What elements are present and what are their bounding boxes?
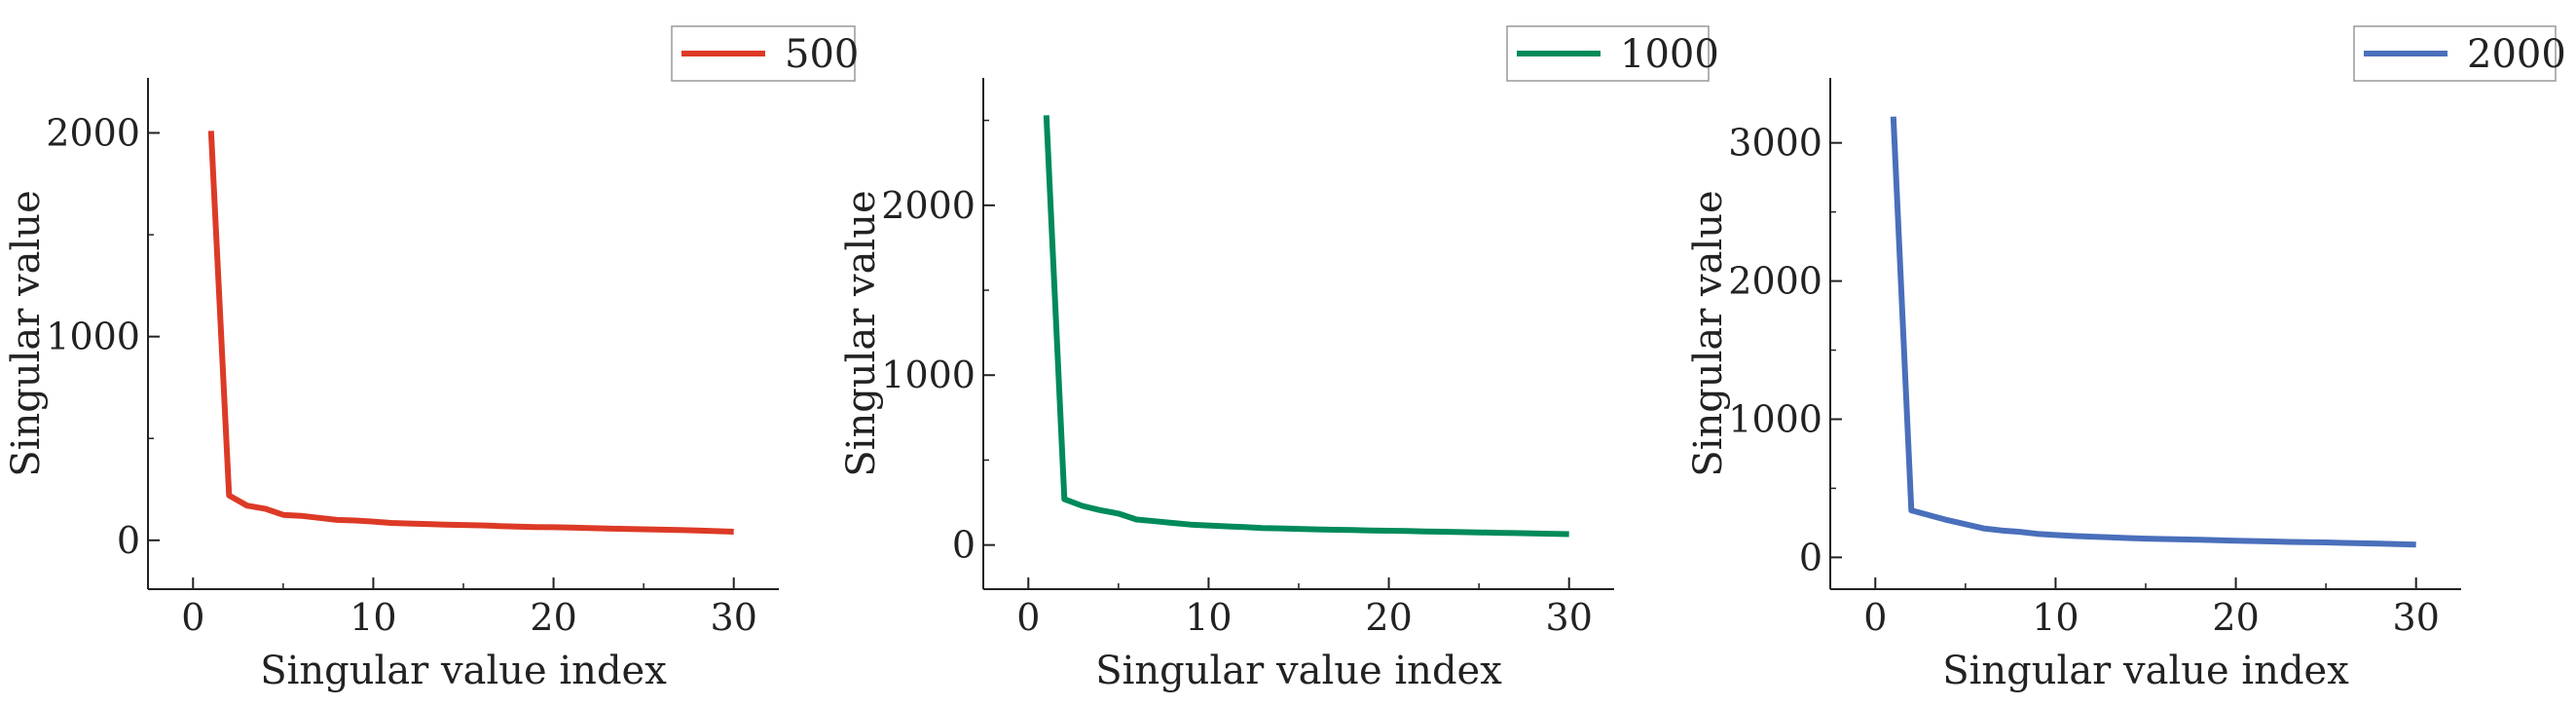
x-tick-label: 30: [711, 596, 757, 639]
legend-label: 500: [785, 32, 859, 77]
x-tick-label: 10: [2032, 596, 2079, 639]
x-tick-label: 20: [1365, 596, 1412, 639]
x-tick-label: 30: [1546, 596, 1593, 639]
series-line-500: [207, 130, 734, 535]
chart-panel-3: 0 10 20 30 0 1000 2000 3000 Singular value index…: [1686, 25, 2566, 693]
legend: 1000: [1506, 25, 1719, 82]
x-tick-label: 10: [1185, 596, 1232, 639]
legend-label: 2000: [2467, 32, 2566, 77]
y-tick-label: 2000: [1728, 260, 1822, 303]
series-line-1000: [1043, 115, 1569, 538]
y-tick-label: 0: [1799, 536, 1822, 578]
y-axis-label: Singular value: [839, 190, 884, 476]
x-axis-label: Singular value index: [260, 649, 667, 693]
chart-panel-2: 0 10 20 30 0 1000 2000 Singular value index Sing…: [839, 25, 1719, 693]
y-tick-label: 1000: [1728, 397, 1822, 440]
x-tick-label: 30: [2393, 596, 2440, 639]
y-tick-label: 1000: [881, 354, 975, 396]
chart-panel-1: 0 10 20 30 0 1000 2000 Singular value index Sing…: [4, 25, 859, 693]
legend: 500: [671, 25, 859, 82]
y-tick-label: 0: [117, 519, 140, 562]
y-tick-label: 2000: [46, 111, 140, 154]
y-axis-label: Singular value: [1686, 190, 1731, 476]
x-tick-label: 20: [2212, 596, 2259, 639]
x-axis-label: Singular value index: [1095, 649, 1502, 693]
y-tick-label: 3000: [1728, 122, 1822, 165]
y-axis-label: Singular value: [4, 190, 49, 476]
x-axis-label: Singular value index: [1942, 649, 2349, 693]
y-tick-label: 0: [952, 524, 975, 567]
series-line-2000: [1890, 116, 2416, 548]
legend-label: 1000: [1620, 32, 1719, 77]
y-tick-label: 1000: [46, 316, 140, 358]
y-tick-label: 2000: [881, 184, 975, 227]
x-tick-label: 10: [350, 596, 396, 639]
x-tick-label: 20: [530, 596, 576, 639]
x-tick-label: 0: [1863, 596, 1887, 639]
legend: 2000: [2353, 25, 2566, 82]
x-tick-label: 0: [1016, 596, 1040, 639]
x-tick-label: 0: [181, 596, 204, 639]
